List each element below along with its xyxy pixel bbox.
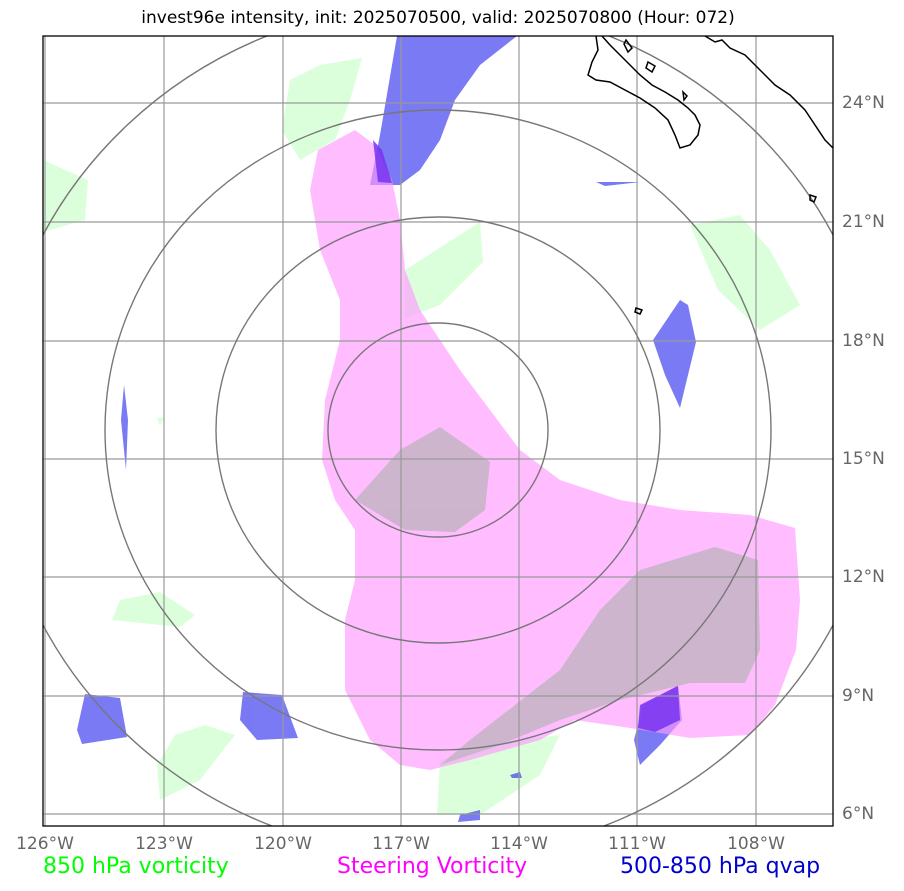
vort850-area xyxy=(690,215,800,330)
lon-label: 114°W xyxy=(490,834,548,854)
lon-label: 120°W xyxy=(254,834,312,854)
range-ring xyxy=(215,216,661,644)
lat-label: 6°N xyxy=(842,804,875,824)
vort850-area xyxy=(157,418,164,426)
vort850-area xyxy=(405,222,483,318)
lat-label: 18°N xyxy=(842,331,885,351)
range-rings xyxy=(43,36,833,826)
vort850-area xyxy=(282,58,362,160)
map-frame xyxy=(42,35,834,827)
legend-qvap: 500-850 hPa qvap xyxy=(620,854,821,879)
lat-label: 24°N xyxy=(842,93,885,113)
map-title: invest96e intensity, init: 2025070500, v… xyxy=(141,8,735,28)
lat-label: 12°N xyxy=(842,567,885,587)
qvap-overlap-spot xyxy=(638,686,680,732)
lon-label: 108°W xyxy=(727,834,785,854)
lon-label: 123°W xyxy=(135,834,193,854)
qvap-area xyxy=(77,694,127,744)
lat-label: 21°N xyxy=(842,212,885,232)
graticule xyxy=(43,36,833,826)
overlap-areas xyxy=(355,427,760,765)
vort850-area xyxy=(43,160,88,232)
lon-label: 111°W xyxy=(608,834,666,854)
qvap-area xyxy=(596,182,640,186)
lon-label: 126°W xyxy=(16,834,74,854)
legend-steering-vorticity: Steering Vorticity xyxy=(337,854,528,879)
lat-label: 15°N xyxy=(842,449,885,469)
vort850-area xyxy=(157,725,235,800)
lat-label: 9°N xyxy=(842,686,875,706)
qvap-area xyxy=(458,810,480,822)
qvap-overlap-spots xyxy=(373,140,680,732)
coastline xyxy=(587,36,833,315)
legend-850-vorticity: 850 hPa vorticity xyxy=(43,854,229,879)
qvap-area xyxy=(653,300,696,408)
overlap-area xyxy=(355,427,490,532)
range-ring xyxy=(104,109,772,751)
range-ring xyxy=(327,322,549,538)
lon-label: 117°W xyxy=(372,834,430,854)
qvap-overlap-spot xyxy=(373,140,392,183)
qvap-area xyxy=(121,385,128,470)
vort850-area xyxy=(112,592,195,627)
overlap-area xyxy=(440,547,760,765)
